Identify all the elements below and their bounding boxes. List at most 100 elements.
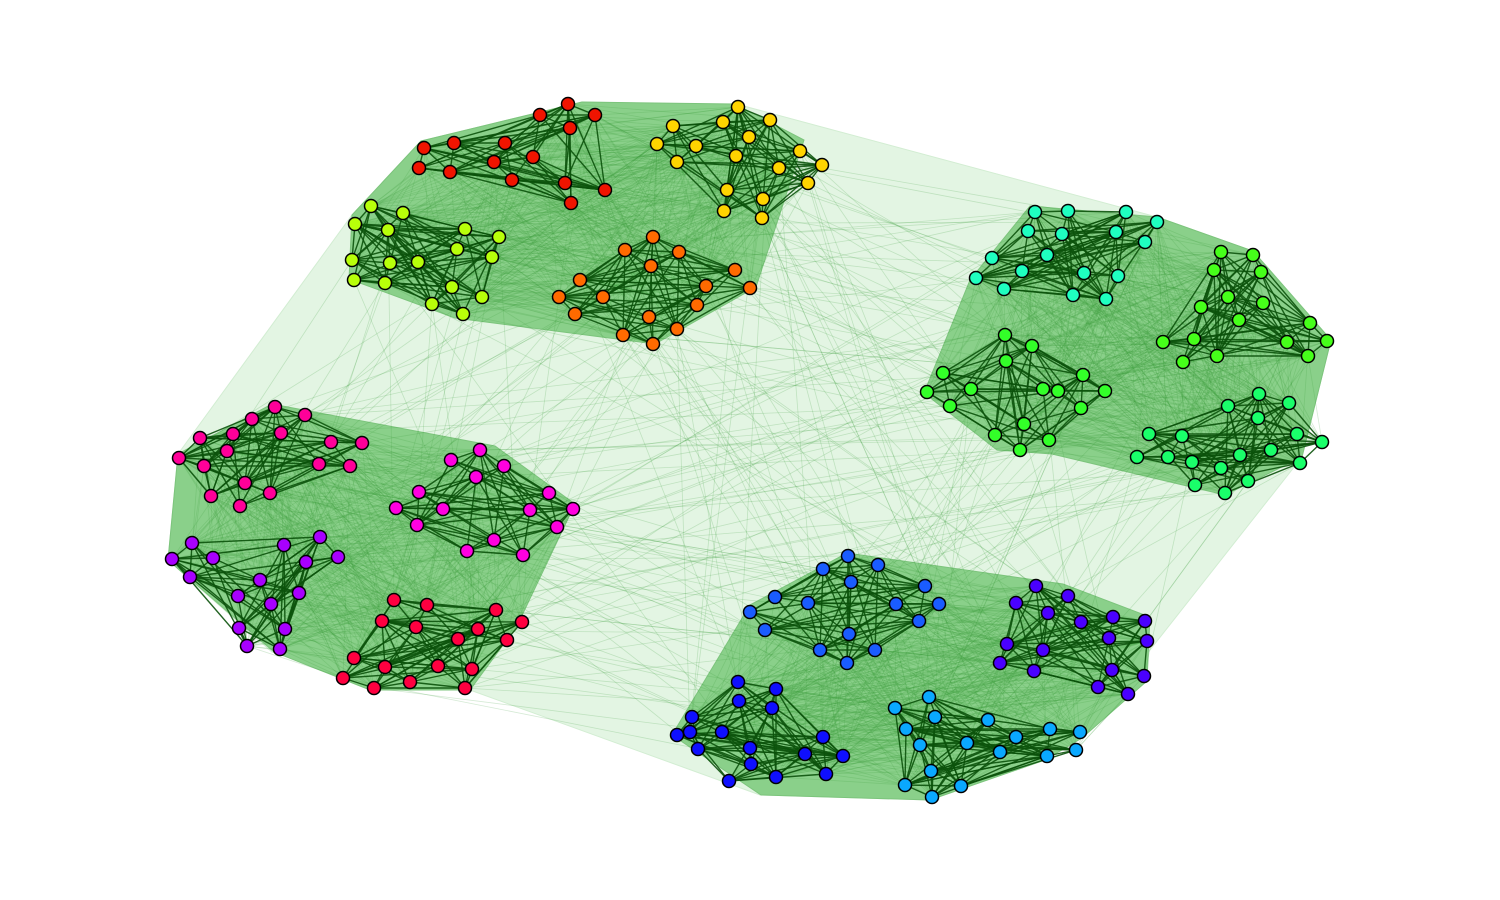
intra-community-edge bbox=[279, 592, 300, 650]
inter-community-edge bbox=[246, 609, 497, 647]
inter-community-edge bbox=[453, 142, 626, 251]
node bbox=[1110, 268, 1126, 284]
intra-community-edge bbox=[493, 103, 569, 163]
inter-community-edge bbox=[749, 633, 850, 749]
node bbox=[442, 164, 458, 180]
intra-community-edge bbox=[994, 434, 1050, 441]
intra-community-edge bbox=[178, 441, 332, 459]
inter-community-edge bbox=[970, 388, 1196, 486]
inter-community-edge bbox=[1083, 272, 1202, 308]
node bbox=[484, 249, 500, 265]
inter-community-edge bbox=[1061, 233, 1215, 271]
intra-community-edge bbox=[558, 296, 678, 330]
intra-community-edge bbox=[1213, 269, 1262, 273]
node bbox=[797, 746, 813, 762]
intra-community-edge bbox=[594, 114, 606, 191]
node bbox=[814, 157, 830, 173]
community-crimson bbox=[335, 592, 530, 696]
inter-community-edge bbox=[353, 265, 652, 281]
inter-community-edge bbox=[330, 441, 523, 623]
intra-community-edge bbox=[1105, 231, 1117, 300]
inter-community-edge bbox=[695, 145, 707, 287]
intra-community-edge bbox=[574, 313, 654, 345]
inter-community-edge bbox=[387, 229, 698, 306]
intra-community-edge bbox=[1048, 407, 1082, 441]
inter-community-edge bbox=[822, 612, 1049, 738]
inter-community-edge bbox=[775, 669, 1113, 690]
inter-community-edge bbox=[279, 599, 395, 650]
intra-community-edge bbox=[416, 508, 574, 526]
inter-group-edge bbox=[934, 241, 1146, 718]
inter-community-edge bbox=[246, 508, 574, 647]
inter-group-edge bbox=[415, 480, 1249, 628]
node bbox=[470, 621, 486, 637]
inter-community-edge bbox=[387, 114, 596, 231]
inter-community-edge bbox=[449, 143, 658, 173]
inter-community-edge bbox=[319, 526, 558, 538]
inter-community-edge bbox=[991, 257, 1138, 458]
inter-community-edge bbox=[970, 388, 1323, 443]
inter-community-edge bbox=[987, 585, 1037, 721]
intra-community-edge bbox=[1262, 302, 1288, 343]
intra-community-edge bbox=[1270, 441, 1323, 451]
intra-community-edge bbox=[949, 405, 1050, 441]
inter-community-edge bbox=[1075, 640, 1148, 751]
intra-community-edge bbox=[1167, 449, 1272, 458]
intra-community-edge bbox=[189, 556, 339, 578]
inter-community-edge bbox=[426, 465, 505, 606]
intra-community-edge bbox=[418, 491, 524, 556]
intra-community-edge bbox=[1193, 271, 1262, 340]
inter-community-edge bbox=[283, 463, 320, 546]
inter-community-edge bbox=[342, 459, 452, 679]
intra-community-edge bbox=[477, 621, 523, 630]
inter-group-edge bbox=[477, 340, 1328, 630]
intra-community-edge bbox=[894, 707, 906, 786]
inter-group-edge bbox=[361, 334, 1006, 444]
inter-community-edge bbox=[431, 217, 763, 305]
inter-community-edge bbox=[672, 125, 736, 271]
inter-group-edge bbox=[270, 265, 652, 605]
inter-community-edge bbox=[1015, 602, 1077, 751]
intra-community-edge bbox=[761, 182, 809, 219]
intra-community-edge bbox=[1072, 241, 1146, 296]
intra-community-edge bbox=[1042, 620, 1146, 651]
inter-group-edge bbox=[775, 233, 1063, 778]
inter-community-edge bbox=[210, 495, 307, 563]
inter-community-edge bbox=[318, 463, 523, 623]
intra-edges-blue bbox=[676, 681, 844, 782]
intra-community-edge bbox=[1015, 602, 1044, 651]
node bbox=[1060, 588, 1076, 604]
intra-community-edge bbox=[695, 145, 809, 184]
inter-community-edge bbox=[1270, 322, 1311, 451]
inter-community-edge bbox=[960, 693, 1129, 787]
node bbox=[800, 595, 816, 611]
inter-community-edge bbox=[1156, 221, 1183, 437]
inter-community-edge bbox=[807, 602, 1110, 639]
intra-community-edge bbox=[676, 269, 736, 330]
intra-community-edge bbox=[749, 611, 850, 635]
inter-community-edge bbox=[928, 670, 1035, 698]
intra-community-edge bbox=[212, 557, 261, 581]
inter-group-edge bbox=[624, 249, 1215, 271]
inter-community-edge bbox=[539, 114, 751, 289]
node bbox=[342, 458, 358, 474]
intra-community-edge bbox=[418, 142, 506, 169]
node bbox=[532, 107, 548, 123]
inter-group-edge bbox=[975, 277, 1082, 623]
inter-group-edge bbox=[464, 616, 1114, 689]
inter-community-edge bbox=[1194, 319, 1240, 486]
inter-community-edge bbox=[244, 482, 321, 538]
inter-group-edge bbox=[495, 609, 1001, 664]
intra-community-edge bbox=[650, 265, 736, 271]
inter-community-edge bbox=[361, 442, 477, 478]
community-green-a bbox=[1155, 244, 1335, 370]
inter-community-edge bbox=[212, 557, 523, 623]
node bbox=[1184, 454, 1200, 470]
node bbox=[443, 452, 459, 468]
intra-community-edge bbox=[351, 228, 466, 261]
community-chartreuse bbox=[344, 198, 507, 322]
intra-community-edge bbox=[926, 345, 1033, 393]
node bbox=[496, 458, 512, 474]
inter-community-edge bbox=[1156, 221, 1195, 340]
inter-group-edge bbox=[676, 328, 752, 765]
